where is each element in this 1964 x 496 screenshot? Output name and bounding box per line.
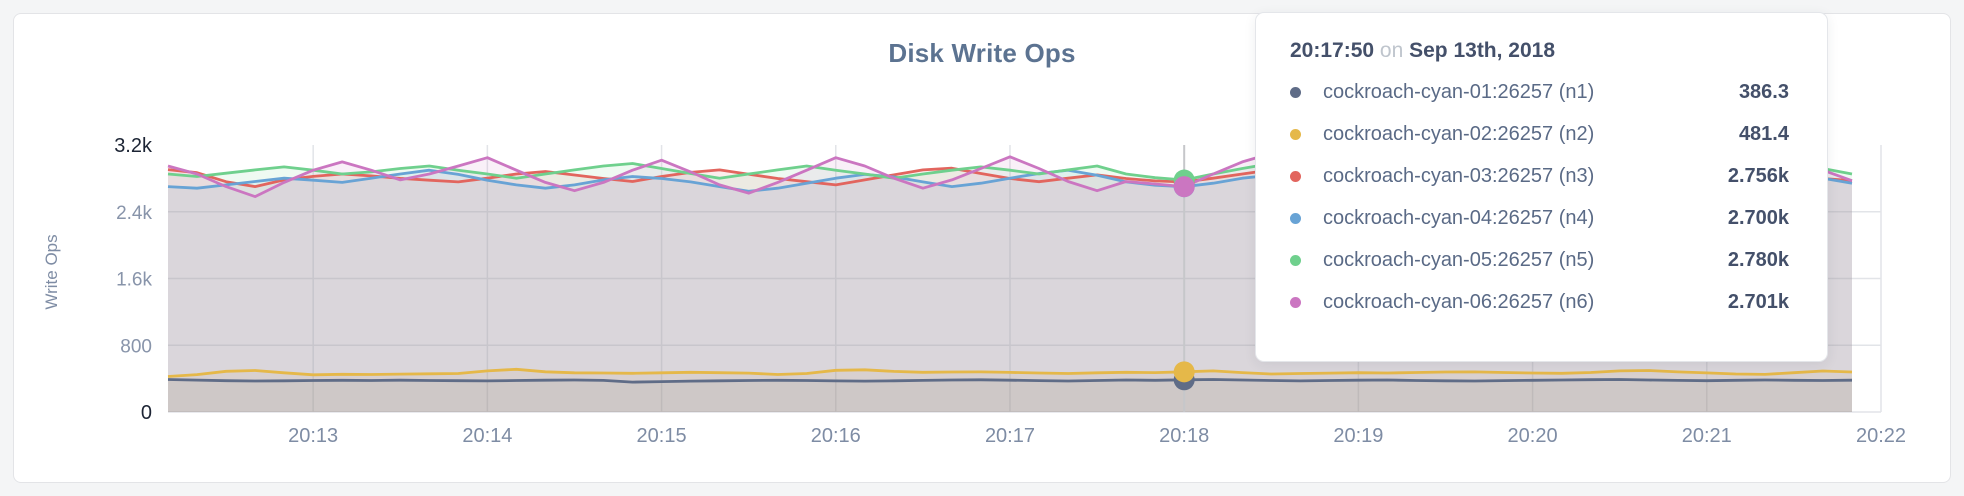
series-color-dot-icon xyxy=(1290,212,1301,224)
x-tick-label: 20:15 xyxy=(637,425,687,447)
x-tick-label: 20:21 xyxy=(1682,425,1732,447)
hover-dot-n2 xyxy=(1173,361,1195,383)
series-color-dot-icon xyxy=(1290,296,1301,308)
tooltip-series-name: cockroach-cyan-06:26257 (n6) xyxy=(1323,290,1595,313)
series-area-n1 xyxy=(168,379,1852,412)
y-tick-label: 800 xyxy=(120,336,152,357)
tooltip-timestamp: 20:17:50 on Sep 13th, 2018 xyxy=(1290,39,1789,63)
series-color-dot-icon xyxy=(1290,254,1301,266)
tooltip-series-name: cockroach-cyan-02:26257 (n2) xyxy=(1323,122,1595,145)
tooltip-series-value: 2.701k xyxy=(1727,290,1789,313)
tooltip-date: Sep 13th, 2018 xyxy=(1409,39,1556,62)
tooltip-row: cockroach-cyan-06:26257 (n6) 2.701k xyxy=(1290,281,1789,323)
y-tick-label: 1.6k xyxy=(116,270,152,291)
tooltip-row: cockroach-cyan-04:26257 (n4) 2.700k xyxy=(1290,197,1789,239)
tooltip-series-value: 2.700k xyxy=(1727,206,1789,229)
axis-labels: 20:13 20:14 20:15 20:16 20:17 20:18 20:19 20:20… xyxy=(114,135,1906,447)
series-color-dot-icon xyxy=(1290,170,1301,182)
tooltip-series-value: 481.4 xyxy=(1738,122,1789,145)
x-tick-label: 20:14 xyxy=(462,425,512,447)
series-color-dot-icon xyxy=(1290,86,1301,98)
x-tick-label: 20:13 xyxy=(288,425,338,447)
hover-tooltip: 20:17:50 on Sep 13th, 2018 cockroach-cya… xyxy=(1255,12,1828,362)
x-tick-label: 20:19 xyxy=(1333,425,1383,447)
tooltip-series-value: 386.3 xyxy=(1738,80,1789,103)
x-tick-label: 20:16 xyxy=(811,425,861,447)
tooltip-series-name: cockroach-cyan-03:26257 (n3) xyxy=(1323,164,1595,187)
chart-title: Disk Write Ops xyxy=(888,38,1076,68)
tooltip-row: cockroach-cyan-01:26257 (n1) 386.3 xyxy=(1290,71,1789,113)
series-color-dot-icon xyxy=(1290,128,1301,140)
tooltip-row: cockroach-cyan-02:26257 (n2) 481.4 xyxy=(1290,113,1789,155)
tooltip-time: 20:17:50 xyxy=(1290,39,1375,62)
y-tick-label: 3.2k xyxy=(114,135,153,157)
tooltip-row: cockroach-cyan-05:26257 (n5) 2.780k xyxy=(1290,239,1789,281)
tooltip-series-value: 2.780k xyxy=(1727,248,1789,271)
x-tick-label: 20:20 xyxy=(1508,425,1558,447)
x-tick-label: 20:18 xyxy=(1159,425,1209,447)
hover-dot-n6 xyxy=(1173,176,1195,198)
y-tick-label: 2.4k xyxy=(116,203,152,224)
tooltip-series-name: cockroach-cyan-01:26257 (n1) xyxy=(1323,80,1595,103)
tooltip-legend: cockroach-cyan-01:26257 (n1) 386.3 cockroa… xyxy=(1290,71,1789,323)
x-tick-label: 20:17 xyxy=(985,425,1035,447)
x-tick-label: 20:22 xyxy=(1856,425,1906,447)
y-tick-label: 0 xyxy=(141,402,152,424)
tooltip-row: cockroach-cyan-03:26257 (n3) 2.756k xyxy=(1290,155,1789,197)
tooltip-series-value: 2.756k xyxy=(1727,164,1789,187)
tooltip-on-word: on xyxy=(1379,39,1404,62)
tooltip-series-name: cockroach-cyan-04:26257 (n4) xyxy=(1323,206,1595,229)
tooltip-series-name: cockroach-cyan-05:26257 (n5) xyxy=(1323,248,1595,271)
series-line-n1 xyxy=(167,378,1853,384)
series-line-n2 xyxy=(167,367,1853,378)
